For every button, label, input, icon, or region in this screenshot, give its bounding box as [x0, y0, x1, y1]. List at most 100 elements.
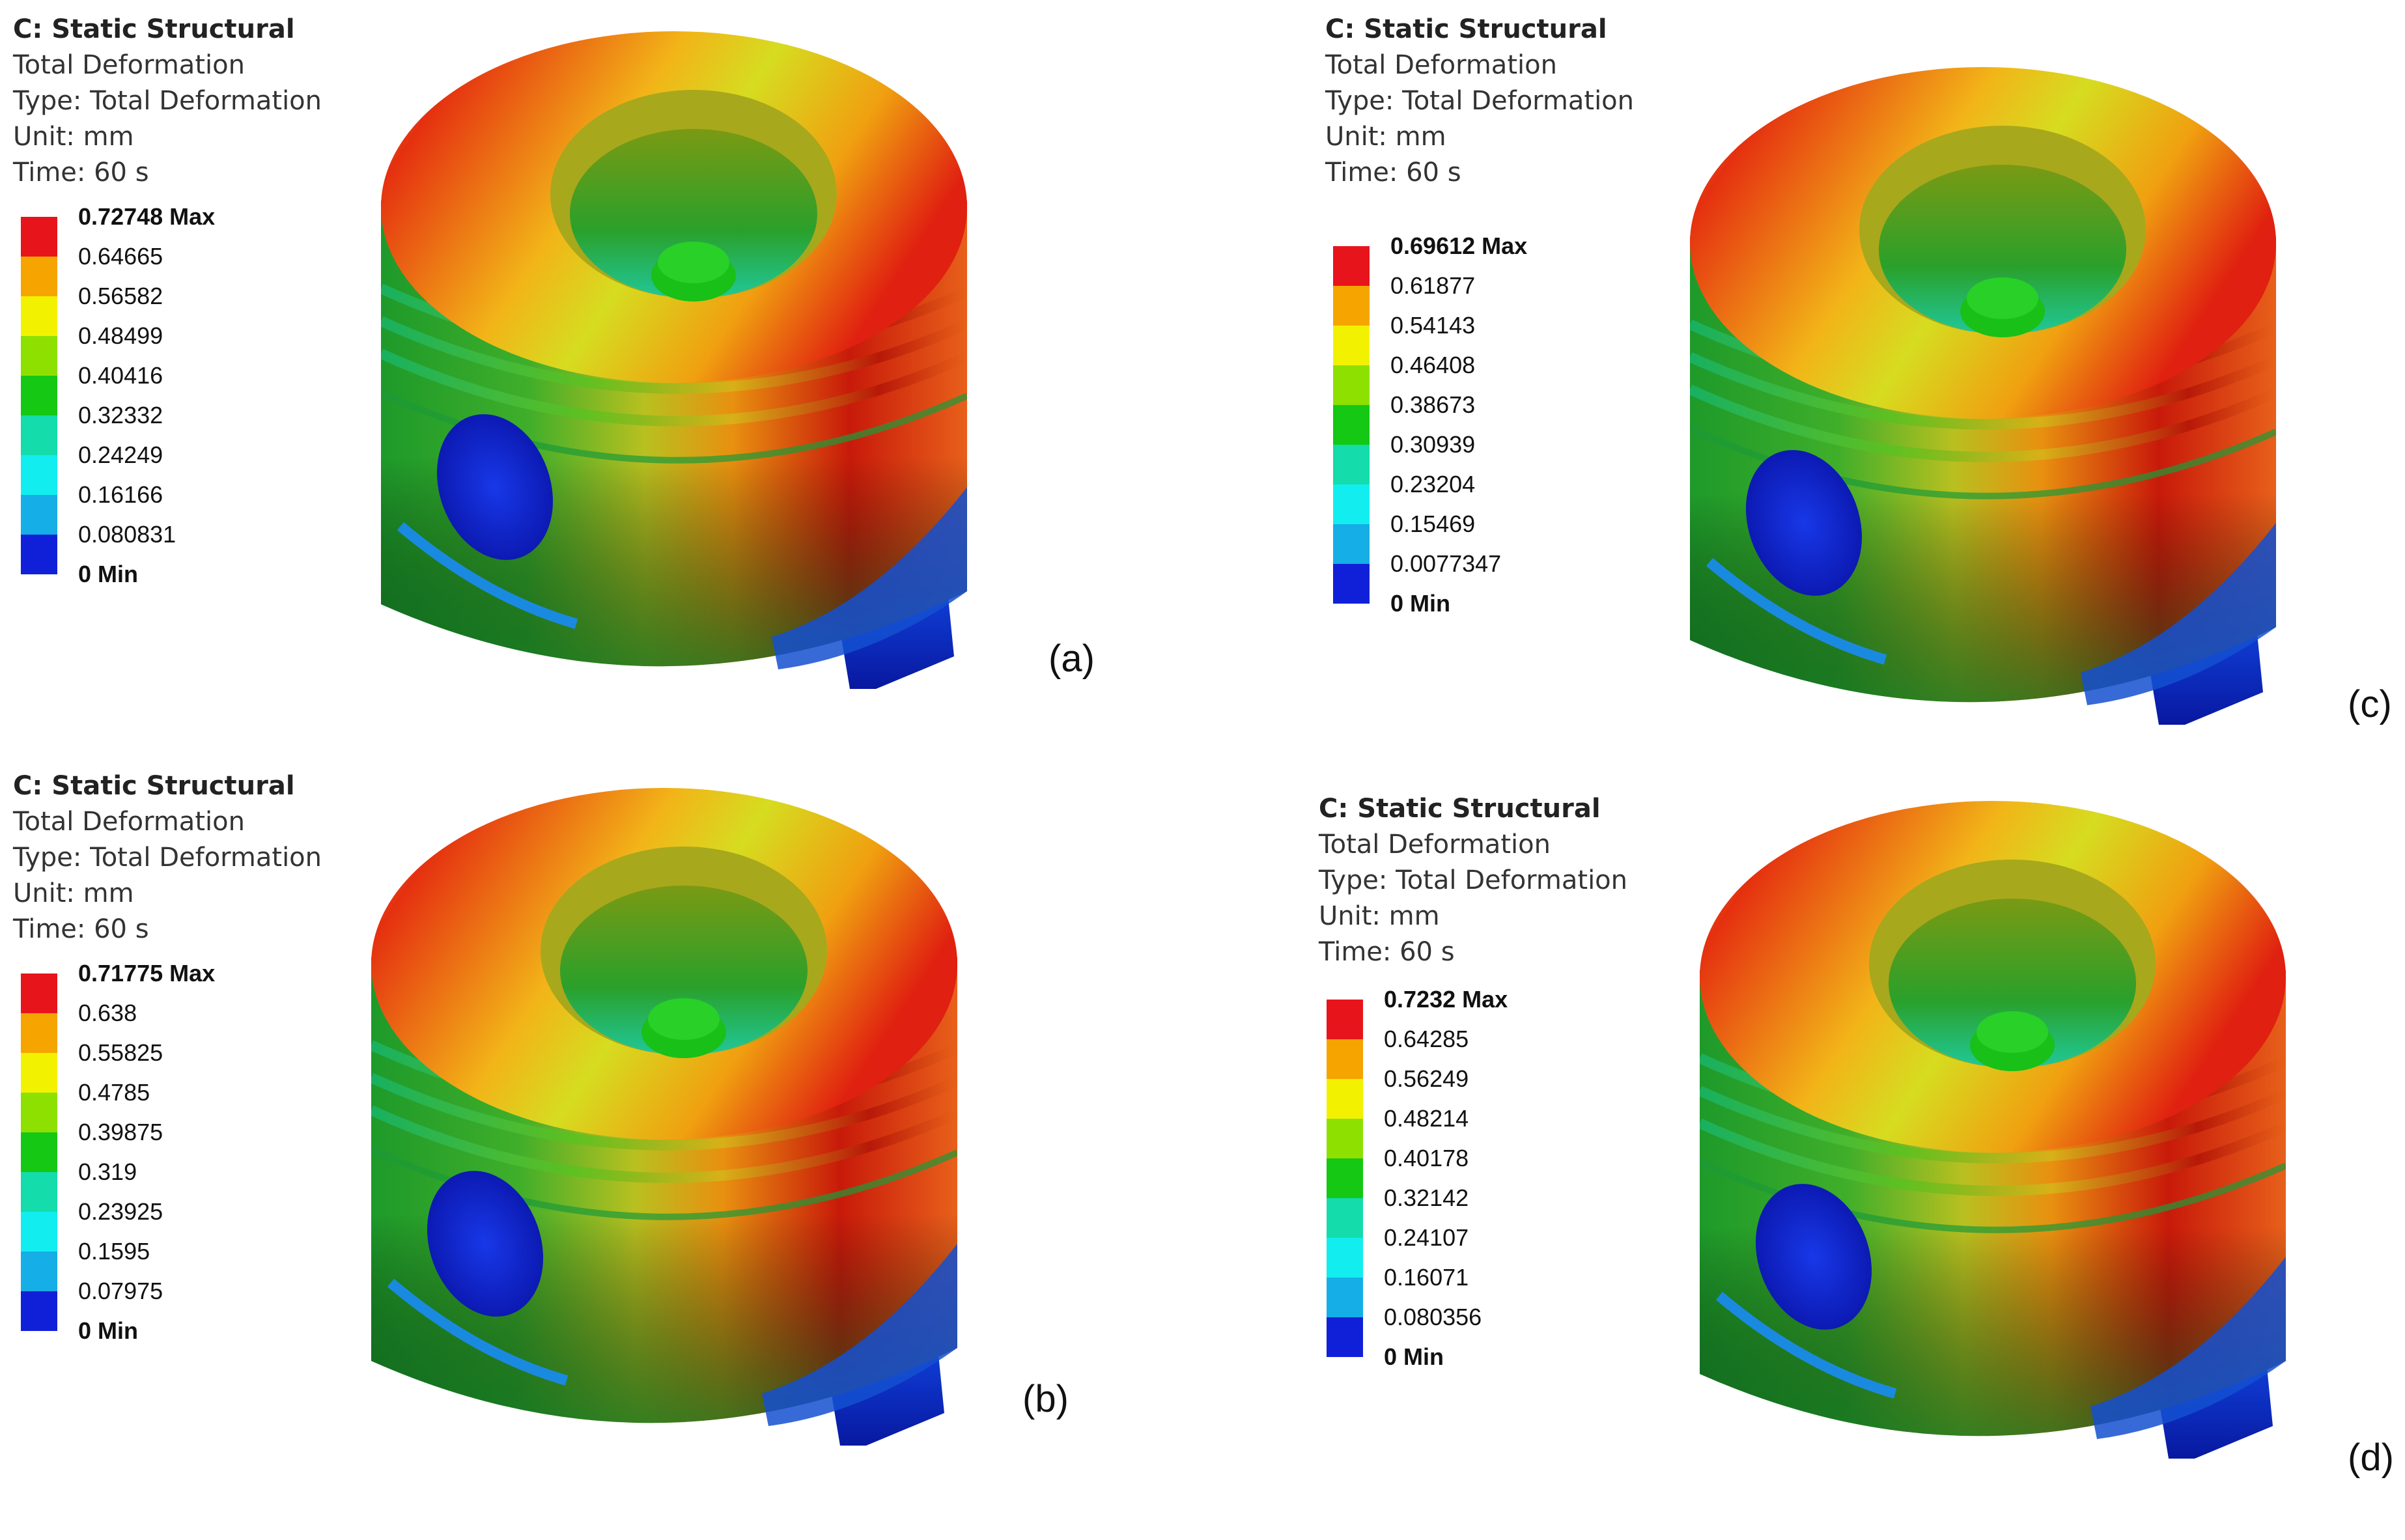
result-unit: Unit: mm — [13, 122, 134, 152]
result-time: Time: 60 s — [1319, 937, 1455, 967]
legend-value: 0.24249 — [78, 441, 163, 468]
legend-value: 0.23204 — [1390, 471, 1476, 497]
legend-swatch — [21, 1172, 57, 1212]
legend-swatch — [1333, 524, 1370, 564]
legend-value: 0.24107 — [1384, 1224, 1469, 1251]
legend-value: 0.39875 — [78, 1119, 163, 1145]
legend-header: C: Static Structural Total Deformation T… — [1319, 791, 1627, 970]
legend-swatch — [1327, 1317, 1363, 1357]
legend-value: 0.32142 — [1384, 1184, 1469, 1211]
legend-swatch — [1333, 246, 1370, 286]
legend-swatch — [21, 1013, 57, 1053]
legend-value: 0.23925 — [78, 1198, 163, 1225]
legend-min-value: 0 Min — [1384, 1343, 1444, 1370]
legend-swatch — [21, 1093, 57, 1132]
legend-swatch — [1327, 1039, 1363, 1079]
legend-value: 0.30939 — [1390, 431, 1476, 458]
result-type: Type: Total Deformation — [1325, 86, 1635, 116]
legend-swatch — [21, 257, 57, 296]
legend-swatch — [21, 217, 57, 257]
panel-label: (c) — [2348, 683, 2392, 725]
legend-swatch — [21, 1053, 57, 1093]
legend-value: 0.080831 — [78, 521, 176, 548]
legend-value: 0.32332 — [78, 402, 163, 428]
legend-value: 0.64665 — [78, 243, 163, 270]
legend-swatch — [21, 1212, 57, 1252]
result-time: Time: 60 s — [13, 914, 149, 944]
legend-swatch — [1327, 1198, 1363, 1238]
legend-max-value: 0.71775 Max — [78, 960, 216, 987]
legend-value: 0.4785 — [78, 1079, 150, 1106]
legend-min-value: 0 Min — [78, 1317, 139, 1344]
legend-value: 0.46408 — [1390, 352, 1476, 378]
panel-label: (d) — [2348, 1436, 2394, 1479]
analysis-title: C: Static Structural — [13, 14, 295, 44]
legend-swatch — [21, 1132, 57, 1172]
legend-swatch — [1333, 564, 1370, 604]
legend-swatch — [1333, 286, 1370, 326]
result-type: Type: Total Deformation — [1319, 865, 1628, 895]
legend-swatch — [1327, 1119, 1363, 1158]
legend-swatch — [21, 973, 57, 1013]
panel-label: (b) — [1022, 1378, 1069, 1420]
legend-header: C: Static Structural Total Deformation T… — [13, 12, 322, 191]
legend-value: 0.64285 — [1384, 1026, 1469, 1052]
legend-value: 0.56249 — [1384, 1065, 1469, 1092]
legend-swatch — [21, 495, 57, 535]
legend-swatch — [21, 535, 57, 574]
legend-value: 0.15469 — [1390, 511, 1476, 537]
legend-value: 0.38673 — [1390, 391, 1476, 418]
legend-value: 0.48214 — [1384, 1105, 1469, 1132]
legend-value: 0.080356 — [1384, 1304, 1482, 1330]
analysis-title: C: Static Structural — [1325, 14, 1607, 44]
legend-value: 0.07975 — [78, 1278, 163, 1304]
legend-value: 0.16166 — [78, 481, 163, 508]
panel-label: (a) — [1048, 637, 1095, 680]
result-name: Total Deformation — [13, 50, 245, 80]
legend-swatch — [21, 415, 57, 455]
legend-header: C: Static Structural Total Deformation T… — [13, 768, 322, 947]
piston-contour-plot — [1690, 67, 2276, 757]
legend-swatch — [1327, 1238, 1363, 1278]
panel-c: C: Static Structural Total Deformation T… — [1325, 12, 2405, 761]
legend-swatch — [1333, 484, 1370, 524]
piston-contour-plot — [371, 788, 957, 1478]
result-time: Time: 60 s — [13, 158, 149, 188]
legend-swatch — [1327, 1000, 1363, 1039]
legend-value: 0.638 — [78, 1000, 137, 1026]
legend-swatch — [21, 336, 57, 376]
legend-min-value: 0 Min — [78, 561, 139, 587]
result-name: Total Deformation — [13, 807, 245, 837]
legend-swatch — [1327, 1158, 1363, 1198]
panel-b: C: Static Structural Total Deformation T… — [13, 768, 1198, 1517]
legend-max-value: 0.72748 Max — [78, 203, 216, 230]
legend-value: 0.16071 — [1384, 1264, 1469, 1291]
legend-min-value: 0 Min — [1390, 590, 1451, 617]
legend-swatch — [21, 1252, 57, 1291]
piston-contour-plot — [1700, 801, 2286, 1491]
panel-d: C: Static Structural Total Deformation T… — [1319, 791, 2405, 1540]
legend-swatch — [1327, 1079, 1363, 1119]
legend-value: 0.54143 — [1390, 312, 1476, 339]
legend-swatch — [21, 376, 57, 415]
legend-value: 0.0077347 — [1390, 550, 1502, 577]
legend-max-value: 0.7232 Max — [1384, 986, 1508, 1013]
legend-value: 0.40178 — [1384, 1145, 1469, 1171]
legend-swatch — [1333, 326, 1370, 365]
legend-swatch — [21, 455, 57, 495]
legend-max-value: 0.69612 Max — [1390, 232, 1528, 259]
result-unit: Unit: mm — [1319, 901, 1440, 931]
legend-value: 0.55825 — [78, 1039, 163, 1066]
legend-swatch — [1333, 365, 1370, 405]
legend-value: 0.56582 — [78, 283, 163, 309]
result-type: Type: Total Deformation — [13, 843, 322, 873]
legend-value: 0.40416 — [78, 362, 163, 389]
legend-swatch — [1327, 1278, 1363, 1317]
analysis-title: C: Static Structural — [1319, 794, 1601, 824]
legend-value: 0.319 — [78, 1158, 137, 1185]
legend-value: 0.1595 — [78, 1238, 150, 1265]
legend-swatch — [21, 1291, 57, 1331]
result-name: Total Deformation — [1319, 830, 1551, 860]
result-name: Total Deformation — [1325, 50, 1557, 80]
